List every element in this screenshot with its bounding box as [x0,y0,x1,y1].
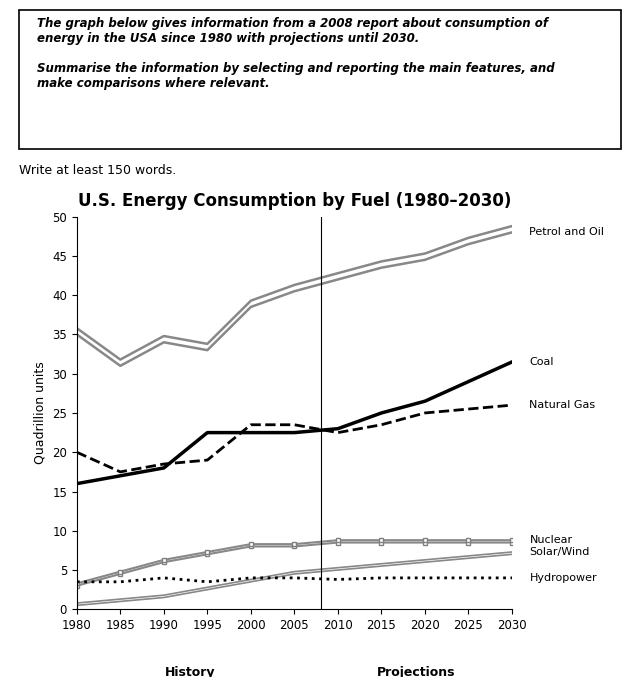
Text: Coal: Coal [529,357,554,367]
Text: Solar/Wind: Solar/Wind [529,547,590,557]
Y-axis label: Quadrillion units: Quadrillion units [34,362,47,464]
Text: Petrol and Oil: Petrol and Oil [529,227,604,238]
Text: History: History [164,666,215,677]
Text: Nuclear: Nuclear [529,536,573,545]
Text: Hydropower: Hydropower [529,573,597,583]
Title: U.S. Energy Consumption by Fuel (1980–2030): U.S. Energy Consumption by Fuel (1980–20… [77,192,511,209]
Text: Projections: Projections [377,666,456,677]
Text: The graph below gives information from a 2008 report about consumption of
energy: The graph below gives information from a… [37,17,555,90]
Text: Natural Gas: Natural Gas [529,400,596,410]
Text: Write at least 150 words.: Write at least 150 words. [19,165,177,177]
FancyBboxPatch shape [19,10,621,149]
